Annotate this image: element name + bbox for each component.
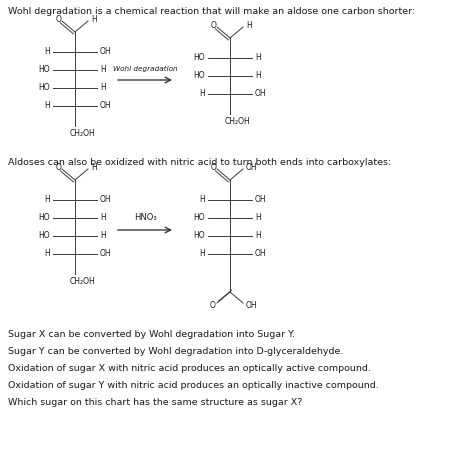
Text: OH: OH [255, 249, 266, 258]
Text: O: O [210, 301, 216, 310]
Text: HO: HO [38, 213, 50, 222]
Text: Wohl degradation is a chemical reaction that will make an aldose one carbon shor: Wohl degradation is a chemical reaction … [8, 7, 415, 16]
Text: H: H [255, 72, 261, 80]
Text: OH: OH [100, 196, 111, 205]
Text: H: H [44, 102, 50, 111]
Text: Aldoses can also be oxidized with nitric acid to turn both ends into carboxylate: Aldoses can also be oxidized with nitric… [8, 158, 391, 167]
Text: HNO₃: HNO₃ [134, 213, 156, 222]
Text: HO: HO [193, 231, 205, 240]
Text: H: H [255, 213, 261, 222]
Text: H: H [100, 213, 106, 222]
Text: H: H [199, 249, 205, 258]
Text: O: O [56, 16, 62, 25]
Text: O: O [211, 163, 217, 172]
Text: OH: OH [100, 249, 111, 258]
Text: Oxidation of sugar X with nitric acid produces an optically active compound.: Oxidation of sugar X with nitric acid pr… [8, 364, 371, 373]
Text: H: H [199, 196, 205, 205]
Text: OH: OH [255, 196, 266, 205]
Text: OH: OH [100, 102, 111, 111]
Text: CH₂OH: CH₂OH [70, 277, 96, 286]
Text: H: H [91, 163, 97, 172]
Text: OH: OH [100, 48, 111, 57]
Text: H: H [199, 89, 205, 98]
Text: H: H [255, 54, 261, 63]
Text: H: H [255, 231, 261, 240]
Text: HO: HO [193, 213, 205, 222]
Text: Which sugar on this chart has the same structure as sugar X?: Which sugar on this chart has the same s… [8, 398, 302, 407]
Text: OH: OH [255, 89, 266, 98]
Text: CH₂OH: CH₂OH [225, 117, 251, 126]
Text: H: H [91, 16, 97, 25]
Text: H: H [44, 196, 50, 205]
Text: H: H [246, 21, 252, 30]
Text: H: H [44, 249, 50, 258]
Text: HO: HO [38, 66, 50, 75]
Text: HO: HO [193, 54, 205, 63]
Text: H: H [44, 48, 50, 57]
Text: H: H [100, 66, 106, 75]
Text: HO: HO [193, 72, 205, 80]
Text: Sugar Y can be converted by Wohl degradation into D-glyceraldehyde.: Sugar Y can be converted by Wohl degrada… [8, 347, 343, 356]
Text: Wohl degradation: Wohl degradation [113, 66, 177, 72]
Text: H: H [100, 231, 106, 240]
Text: HO: HO [38, 231, 50, 240]
Text: O: O [211, 21, 217, 30]
Text: Sugar X can be converted by Wohl degradation into Sugar Y.: Sugar X can be converted by Wohl degrada… [8, 330, 295, 339]
Text: CH₂OH: CH₂OH [70, 129, 96, 138]
Text: O: O [56, 163, 62, 172]
Text: HO: HO [38, 84, 50, 93]
Text: Oxidation of sugar Y with nitric acid produces an optically inactive compound.: Oxidation of sugar Y with nitric acid pr… [8, 381, 379, 390]
Text: OH: OH [246, 301, 258, 310]
Text: H: H [100, 84, 106, 93]
Text: OH: OH [246, 163, 258, 172]
